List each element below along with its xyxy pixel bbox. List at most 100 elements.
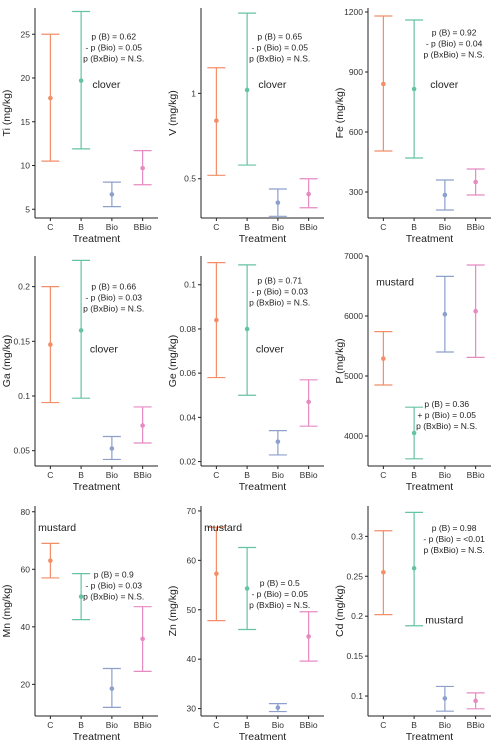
stat-annotation: p (B) = 0.65 [257,32,302,42]
y-tick-label: 0.15 [13,336,30,346]
y-tick-label: 300 [349,187,363,197]
x-tick-label: B [411,470,417,480]
chart-panel-3: 0.05 0.1 0.15 0.2 C B Bio BBio Treatment Ga (mg/k… [0,248,166,496]
y-tick-label: 20 [21,73,31,83]
chart-panel-6: 20 40 60 80 C B Bio BBio Treatment Mn (mg/kg) p (B… [0,498,166,746]
mean-point-B [244,326,250,332]
y-tick-label: 0.3 [351,531,363,541]
y-tick-label: 0.2 [18,282,30,292]
y-tick-label: 40 [21,622,31,632]
chart-panel-1: 0.5 1 C B Bio BBio Treatment V (mg/kg) p (B) = 0… [166,0,332,248]
y-tick-label: 25 [21,29,31,39]
chart-panel-4: 0.02 0.04 0.06 0.08 0.1 C B Bio BBio Treatment Ge … [166,248,332,496]
x-tick-label: Bio [272,720,285,730]
stat-annotation: p (BxBio) = N.S. [249,54,310,64]
x-tick-label: C [213,222,219,232]
y-tick-label: 40 [187,654,197,664]
x-axis-title: Treatment [73,481,121,493]
y-tick-label: 5 [25,204,30,214]
mean-point-Bio [275,705,281,710]
mean-point-BBio [473,698,478,704]
crop-label: clover [92,79,121,91]
x-tick-label: Bio [106,222,119,232]
x-tick-label: Bio [272,470,285,480]
y-tick-label: 0.2 [351,611,363,621]
mean-point-B [411,430,417,436]
stat-annotation: - p (Bio) = <0.01 [423,534,485,544]
mean-point-BBio [140,165,145,171]
y-axis-title: V (mg/kg) [167,90,179,136]
x-tick-label: BBio [300,720,318,730]
y-tick-label: 7000 [344,251,363,261]
stat-annotation: - p (Bio) = 0.03 [85,293,142,303]
mean-point-Bio [442,311,448,317]
y-axis-title: Ti (mg/kg) [1,90,13,137]
stat-annotation: p (BxBio) = N.S. [416,421,477,431]
x-tick-label: C [47,222,53,232]
y-tick-label: 15 [21,117,31,127]
stat-annotation: p (B) = 0.62 [91,32,136,42]
mean-point-BBio [306,399,311,405]
mean-point-B [244,586,250,591]
x-axis-title: Treatment [406,481,454,493]
y-tick-label: 60 [21,564,31,574]
crop-label: clover [90,344,119,356]
mean-point-C [381,81,386,87]
x-tick-label: C [380,720,386,730]
y-tick-label: 0.25 [346,571,363,581]
mean-point-BBio [473,179,478,185]
y-tick-label: 0.5 [184,174,196,184]
y-axis-title: P (mg/kg) [334,338,346,383]
stat-annotation: - p (Bio) = 0.03 [85,580,142,590]
y-tick-label: 0.1 [184,280,196,290]
y-tick-label: 0.02 [179,457,196,467]
x-tick-label: BBio [300,222,318,232]
mean-point-C [214,571,219,576]
stat-annotation: p (B) = 0.92 [432,27,477,37]
stat-annotation: p (B) = 0.98 [432,523,477,533]
x-tick-label: C [380,222,386,232]
x-tick-label: BBio [467,720,485,730]
y-tick-label: 1 [191,88,196,98]
x-tick-label: BBio [300,470,318,480]
mean-point-Bio [109,686,115,691]
x-tick-label: B [244,720,250,730]
stat-annotation: p (BxBio) = N.S. [249,600,310,610]
y-tick-label: 4000 [344,431,363,441]
x-tick-label: BBio [134,222,152,232]
x-tick-label: B [244,470,250,480]
mean-point-B [78,78,84,83]
chart-panel-2: 300 600 900 1200 C B Bio BBio Treatment Fe (mg/kg… [333,0,499,248]
mean-point-BBio [306,191,311,197]
y-axis-title: Cd (mg/kg) [334,585,346,637]
mean-point-Bio [109,192,115,197]
mean-point-C [381,569,386,575]
y-tick-label: 0.1 [18,391,30,401]
x-axis-title: Treatment [239,233,287,245]
x-tick-label: BBio [467,470,485,480]
chart-panel-7: 30 40 50 60 70 C B Bio BBio Treatment Zn (mg/kg) p … [166,498,332,746]
y-tick-label: 0.05 [13,446,30,456]
stat-annotation: p (BxBio) = N.S. [249,297,310,307]
mean-point-Bio [109,446,115,451]
x-axis-title: Treatment [73,233,121,245]
x-tick-label: BBio [467,222,485,232]
mean-point-BBio [140,636,145,642]
x-tick-label: C [380,470,386,480]
x-tick-label: C [47,720,53,730]
x-tick-label: B [411,222,417,232]
mean-point-C [48,95,53,101]
stat-annotation: - p (Bio) = 0.04 [426,38,483,48]
x-tick-label: Bio [106,470,119,480]
y-tick-label: 50 [187,605,197,615]
y-tick-label: 60 [187,555,197,565]
x-tick-label: Bio [439,222,452,232]
x-tick-label: BBio [134,720,152,730]
x-tick-label: Bio [106,720,119,730]
